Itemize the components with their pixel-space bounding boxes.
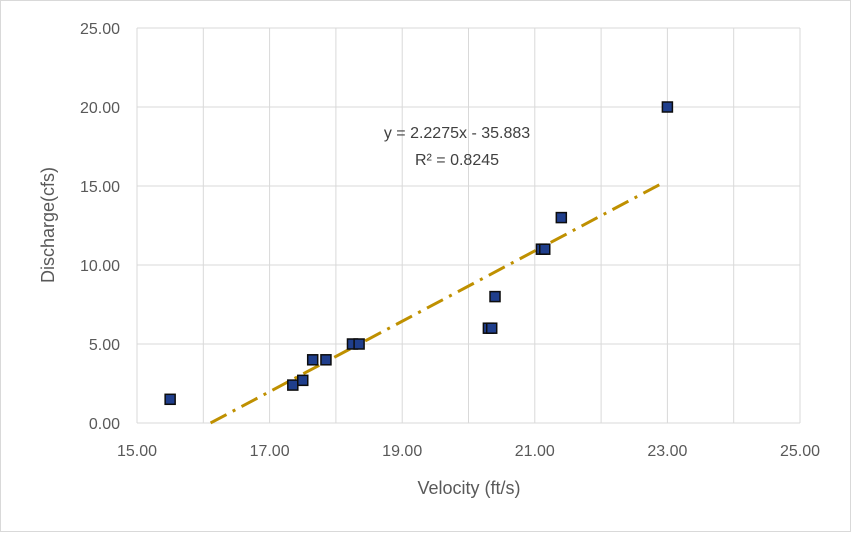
- data-point: [297, 374, 309, 387]
- gridlines: [136, 27, 801, 424]
- trendline-layer: [209, 180, 665, 425]
- y-tick-label: 10.00: [80, 258, 120, 275]
- data-point: [485, 322, 498, 334]
- r-squared-label: R² = 0.8245: [415, 152, 499, 169]
- y-axis-title: Discharge(cfs): [38, 167, 58, 283]
- data-point: [555, 211, 568, 224]
- trendline: [209, 180, 665, 425]
- trendline-equation: y = 2.2275x - 35.883: [384, 125, 530, 142]
- y-tick-label: 25.00: [80, 21, 120, 38]
- data-point: [320, 354, 332, 366]
- y-tick-label: 20.00: [80, 100, 120, 117]
- data-point: [489, 290, 501, 303]
- x-axis-title: Velocity (ft/s): [417, 478, 520, 498]
- data-point: [306, 354, 319, 366]
- x-tick-label: 15.00: [117, 443, 157, 460]
- y-tick-label: 0.00: [89, 416, 120, 433]
- tick-labels: 15.00 17.00 19.00 21.00 23.00 25.00 0.00 5.00 10…: [80, 21, 820, 460]
- data-points: [164, 101, 674, 406]
- y-tick-label: 5.00: [89, 337, 120, 354]
- x-tick-label: 25.00: [780, 443, 820, 460]
- x-tick-label: 23.00: [647, 443, 687, 460]
- data-point: [353, 338, 365, 350]
- y-tick-label: 15.00: [80, 179, 120, 196]
- x-tick-label: 19.00: [382, 443, 422, 460]
- x-tick-label: 17.00: [250, 443, 290, 460]
- data-point: [538, 243, 551, 255]
- x-tick-label: 21.00: [515, 443, 555, 460]
- data-point: [164, 393, 176, 406]
- data-point: [661, 101, 674, 113]
- data-point: [287, 379, 299, 391]
